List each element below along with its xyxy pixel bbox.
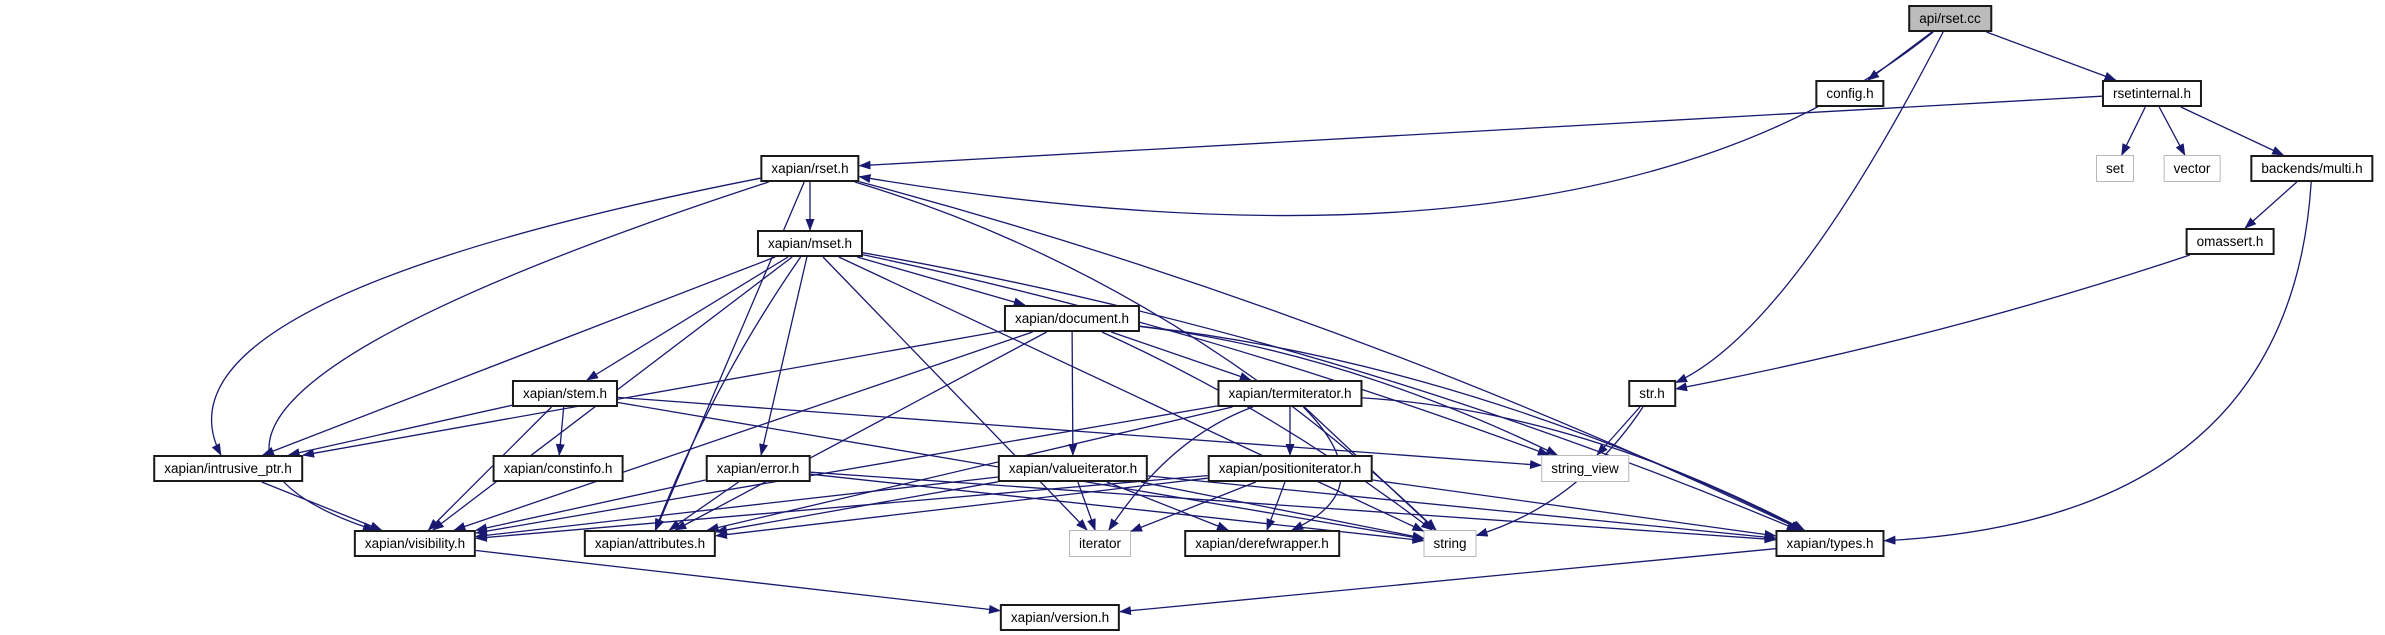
- node-set: set: [2095, 155, 2135, 182]
- node-vector: vector: [2163, 155, 2221, 182]
- node-str_h[interactable]: str.h: [1628, 380, 1676, 407]
- edge-xapian_valueiterator_h-xapian_attributes_h: [715, 481, 999, 535]
- edge-xapian_positioniterator_h-iterator: [1130, 481, 1257, 532]
- edge-xapian_intrusive_ptr_h-xapian_visibility_h: [261, 481, 383, 531]
- node-xapian_attributes_h[interactable]: xapian/attributes.h: [583, 530, 717, 557]
- edge-xapian_visibility_h-xapian_version_h: [475, 549, 1001, 614]
- edge-rsetinternal_h-vector: [2158, 106, 2186, 156]
- edge-xapian_valueiterator_h-xapian_derefwrapper_h: [1106, 481, 1229, 531]
- edge-xapian_mset_h-string: [838, 256, 1425, 532]
- edge-xapian_mset_h-iterator: [822, 256, 1088, 531]
- edge-xapian_document_h-xapian_types_h: [1139, 325, 1804, 531]
- node-xapian_rset_h[interactable]: xapian/rset.h: [760, 155, 860, 182]
- edge-rsetinternal_h-backends_multi_h: [2180, 106, 2285, 156]
- edge-xapian_stem_h-xapian_constinfo_h: [555, 406, 565, 456]
- edge-backends_multi_h-omassert_h: [2244, 181, 2298, 229]
- node-rset_cc: api/rset.cc: [1908, 5, 1992, 32]
- node-xapian_constinfo_h[interactable]: xapian/constinfo.h: [492, 455, 624, 482]
- edge-xapian_mset_h-xapian_intrusive_ptr_h: [261, 256, 776, 456]
- edge-xapian_positioniterator_h-xapian_derefwrapper_h: [1266, 481, 1286, 531]
- edge-backends_multi_h-xapian_types_h: [1883, 181, 2312, 545]
- node-xapian_stem_h[interactable]: xapian/stem.h: [511, 380, 619, 407]
- edge-xapian_rset_h-xapian_intrusive_ptr_h: [210, 177, 761, 456]
- node-backends_multi_h[interactable]: backends/multi.h: [2250, 155, 2374, 182]
- edge-xapian_mset_h-xapian_document_h: [857, 256, 1026, 307]
- edge-rset_cc-str_h: [1675, 31, 1944, 384]
- edge-rsetinternal_h-xapian_rset_h: [858, 95, 2103, 170]
- node-xapian_types_h[interactable]: xapian/types.h: [1775, 530, 1885, 557]
- node-xapian_intrusive_ptr_h[interactable]: xapian/intrusive_ptr.h: [153, 455, 303, 482]
- edge-xapian_mset_h-xapian_error_h: [759, 256, 808, 456]
- edge-xapian_document_h-xapian_termiterator_h: [1110, 331, 1252, 381]
- edge-xapian_termiterator_h-xapian_visibility_h: [475, 405, 1218, 536]
- edge-xapian_error_h-xapian_attributes_h: [668, 481, 739, 531]
- edge-xapian_valueiterator_h-string: [1140, 481, 1425, 541]
- edge-xapian_termiterator_h-iterator: [1108, 406, 1254, 531]
- edge-xapian_document_h-xapian_attributes_h: [674, 331, 1048, 531]
- edge-xapian_termiterator_h-xapian_types_h: [1362, 397, 1806, 531]
- edge-xapian_error_h-xapian_visibility_h: [475, 479, 706, 533]
- edge-xapian_positioniterator_h-xapian_attributes_h: [715, 477, 1208, 539]
- edge-xapian_error_h-xapian_types_h: [810, 471, 1777, 544]
- edge-rset_cc-rsetinternal_h: [1986, 31, 2117, 81]
- edge-xapian_document_h-string_view: [1139, 325, 1558, 456]
- edge-xapian_rset_h-xapian_visibility_h: [268, 181, 769, 531]
- edge-xapian_mset_h-xapian_attributes_h: [654, 256, 802, 531]
- node-xapian_version_h[interactable]: xapian/version.h: [999, 604, 1121, 631]
- edge-xapian_mset_h-xapian_types_h: [862, 252, 1799, 531]
- edge-xapian_mset_h-string_view: [862, 254, 1550, 456]
- edge-xapian_stem_h-string_view: [617, 396, 1542, 469]
- node-rsetinternal_h[interactable]: rsetinternal.h: [2101, 80, 2203, 107]
- edge-xapian_document_h-xapian_valueiterator_h: [1068, 331, 1078, 456]
- node-xapian_termiterator_h[interactable]: xapian/termiterator.h: [1217, 380, 1363, 407]
- edge-xapian_stem_h-xapian_intrusive_ptr_h: [287, 404, 513, 458]
- edge-xapian_positioniterator_h-xapian_types_h: [1372, 479, 1777, 539]
- node-xapian_visibility_h[interactable]: xapian/visibility.h: [353, 530, 477, 557]
- edge-xapian_valueiterator_h-iterator: [1077, 481, 1096, 531]
- edge-xapian_stem_h-xapian_visibility_h: [427, 406, 552, 531]
- edge-omassert_h-str_h: [1675, 254, 2191, 392]
- node-xapian_mset_h[interactable]: xapian/mset.h: [756, 230, 864, 257]
- node-xapian_derefwrapper_h[interactable]: xapian/derefwrapper.h: [1184, 530, 1340, 557]
- edge-xapian_valueiterator_h-xapian_visibility_h: [475, 476, 999, 540]
- node-omassert_h[interactable]: omassert.h: [2185, 228, 2275, 255]
- node-iterator: iterator: [1068, 530, 1132, 557]
- node-xapian_error_h[interactable]: xapian/error.h: [705, 455, 811, 482]
- node-string_view: string_view: [1541, 455, 1629, 482]
- edge-rsetinternal_h-set: [2121, 106, 2146, 156]
- edge-xapian_termiterator_h-xapian_attributes_h: [706, 406, 1233, 532]
- edge-xapian_mset_h-xapian_stem_h: [586, 256, 789, 381]
- edge-xapian_types_h-xapian_version_h: [1119, 548, 1776, 616]
- node-xapian_valueiterator_h[interactable]: xapian/valueiterator.h: [997, 455, 1149, 482]
- edge-rset_cc-xapian_rset_h: [858, 31, 1934, 217]
- edge-str_h-string_view: [1596, 406, 1641, 456]
- edge-xapian_valueiterator_h-xapian_types_h: [1147, 475, 1777, 542]
- node-xapian_document_h[interactable]: xapian/document.h: [1003, 305, 1141, 332]
- node-string: string: [1423, 530, 1477, 557]
- edge-str_h-string: [1475, 406, 1644, 537]
- node-xapian_positioniterator_h[interactable]: xapian/positioniterator.h: [1207, 455, 1373, 482]
- edge-xapian_document_h-string: [1101, 331, 1433, 531]
- edge-xapian_error_h-string: [810, 473, 1425, 544]
- edge-xapian_document_h-xapian_intrusive_ptr_h: [302, 329, 1005, 458]
- node-config_h[interactable]: config.h: [1815, 80, 1885, 107]
- edge-xapian_positioniterator_h-xapian_visibility_h: [475, 474, 1208, 542]
- edge-xapian_document_h-xapian_visibility_h: [453, 331, 1033, 531]
